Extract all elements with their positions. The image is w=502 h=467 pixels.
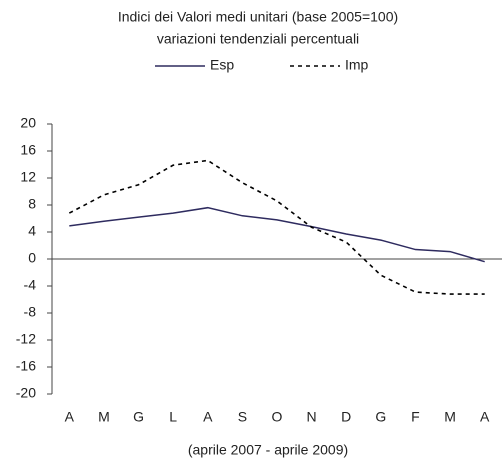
y-tick-label: -12	[16, 331, 36, 347]
x-tick-label: L	[169, 409, 177, 425]
y-tick-label: 12	[20, 169, 36, 185]
y-tick-label: 20	[20, 115, 36, 131]
x-tick-label: O	[272, 409, 283, 425]
chart-subtitle: variazioni tendenziali percentuali	[157, 31, 359, 47]
y-tick-label: -4	[24, 277, 37, 293]
y-tick-label: 16	[20, 142, 36, 158]
y-tick-label: -16	[16, 358, 36, 374]
x-tick-label: A	[65, 409, 75, 425]
legend-label: Imp	[345, 57, 369, 73]
x-axis-label: (aprile 2007 - aprile 2009)	[188, 442, 348, 458]
y-tick-label: 8	[28, 196, 36, 212]
y-tick-label: 0	[28, 250, 36, 266]
legend-label: Esp	[210, 57, 234, 73]
series-line	[68, 159, 485, 295]
x-tick-label: M	[98, 409, 110, 425]
x-tick-label: F	[411, 409, 420, 425]
y-tick-label: -20	[16, 385, 36, 401]
x-tick-label: N	[307, 409, 317, 425]
x-tick-label: A	[480, 409, 490, 425]
x-tick-label: A	[203, 409, 213, 425]
y-tick-label: -8	[24, 304, 37, 320]
x-tick-label: G	[375, 409, 386, 425]
x-tick-label: S	[238, 409, 247, 425]
y-tick-label: 4	[28, 223, 36, 239]
chart-title: Indici dei Valori medi unitari (base 200…	[118, 9, 398, 25]
series-line	[69, 206, 485, 263]
x-tick-label: D	[341, 409, 351, 425]
x-tick-label: G	[133, 409, 144, 425]
x-tick-label: M	[444, 409, 456, 425]
